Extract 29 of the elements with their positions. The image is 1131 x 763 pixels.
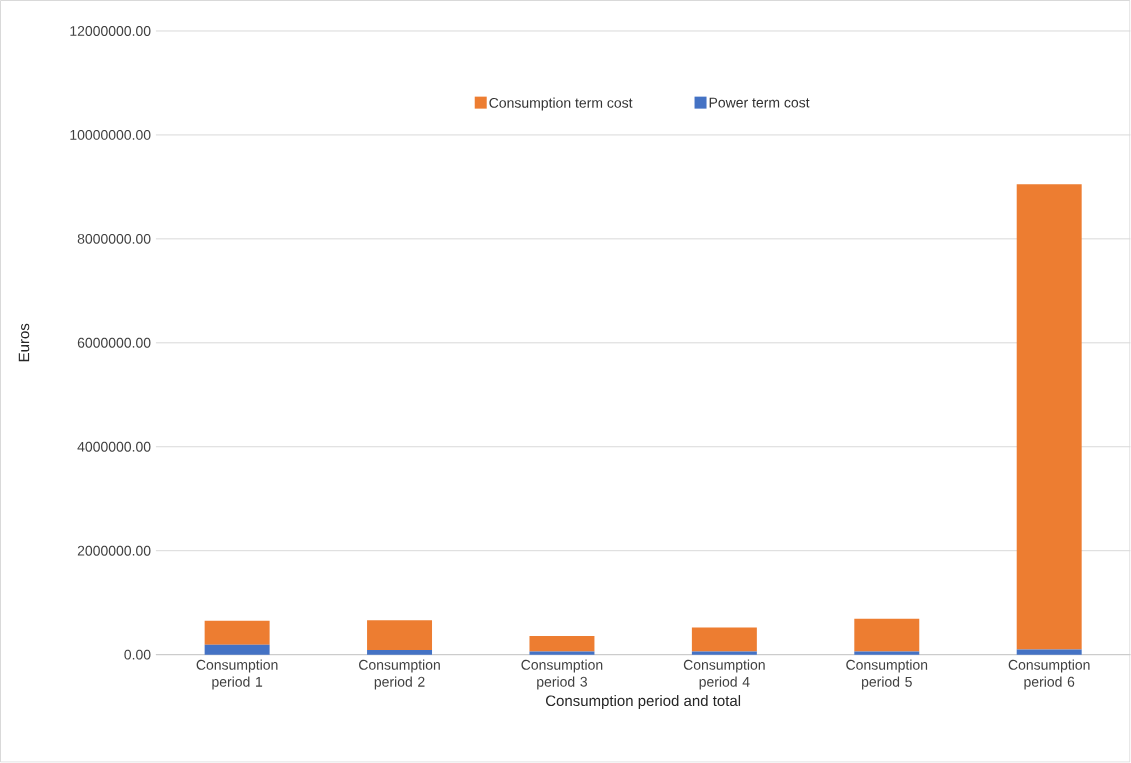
bar	[854, 618, 920, 652]
x-tick-label: Consumption period 6	[1008, 659, 1090, 690]
bar	[529, 651, 595, 655]
bar	[367, 650, 433, 655]
bar	[854, 651, 920, 655]
legend-label: Consumption term cost	[489, 97, 633, 111]
bar	[529, 636, 595, 652]
bar	[367, 620, 433, 651]
x-axis-title: Consumption period and total	[546, 695, 741, 710]
y-tick-label: 6000000.00	[77, 338, 151, 348]
y-tick-label: 12000000.00	[70, 26, 151, 37]
bar	[204, 644, 270, 655]
bar	[691, 627, 757, 652]
y-tick-label: 8000000.00	[77, 234, 151, 245]
bar	[204, 621, 270, 645]
y-tick-label: 4000000.00	[77, 441, 151, 452]
x-tick-label: Consumption period 3	[521, 659, 603, 690]
x-tick-label: Consumption period 4	[683, 659, 765, 690]
x-tick-label: Consumption period 5	[846, 659, 928, 690]
bar	[691, 651, 757, 655]
y-tick-label: 2000000.00	[77, 545, 151, 556]
y-axis-title: Euros	[18, 323, 30, 362]
y-tick-label: 10000000.00	[70, 130, 151, 141]
bar	[1016, 184, 1082, 650]
y-tick-label: 0.00	[124, 649, 151, 660]
bar	[1016, 649, 1082, 655]
x-tick-label: Consumption period 2	[359, 659, 440, 690]
legend-label: Power term cost	[709, 97, 810, 108]
x-tick-label: Consumption period 1	[196, 659, 278, 690]
